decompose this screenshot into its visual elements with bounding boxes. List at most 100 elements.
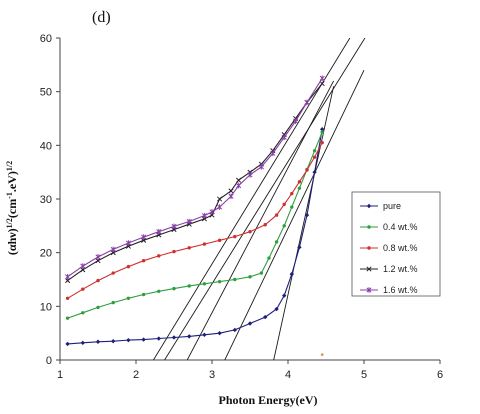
series-1-point	[282, 293, 287, 298]
series-1-point	[320, 127, 325, 132]
y-axis-title-part: (αhν)	[5, 228, 19, 255]
series-4-point	[228, 188, 234, 194]
legend-box	[351, 191, 441, 297]
series-4-point	[319, 81, 325, 87]
series-5-point	[217, 204, 223, 210]
series-3-point	[96, 278, 100, 283]
series-2-point	[96, 305, 100, 310]
series-3-point	[172, 249, 176, 254]
series-5-point	[281, 134, 287, 141]
legend-marker	[366, 266, 372, 272]
series-1-point	[187, 334, 192, 339]
series-2-point	[290, 205, 294, 209]
legend-marker	[367, 246, 371, 250]
series-2-point	[259, 271, 264, 275]
series-5-point	[186, 218, 192, 225]
series-line-3	[67, 142, 323, 299]
series-1-point	[65, 341, 70, 347]
series-5-point	[258, 164, 264, 170]
series-3-point	[65, 296, 70, 300]
series-5-point	[141, 234, 147, 240]
stray-point	[320, 353, 324, 357]
series-1-point	[126, 337, 131, 343]
series-2-point	[233, 277, 237, 282]
series-3-point	[217, 238, 222, 243]
y-tick-label: 40	[40, 140, 52, 152]
series-1-point	[202, 332, 207, 337]
y-tick-label: 30	[40, 194, 52, 206]
series-3-point	[305, 168, 309, 172]
series-line-5	[67, 78, 323, 278]
series-2-point	[217, 279, 222, 284]
series-2-point	[187, 284, 191, 288]
series-1-point	[217, 330, 222, 336]
series-3-point	[290, 191, 294, 196]
series-5-point	[293, 118, 299, 124]
series-2-point	[297, 186, 302, 190]
series-3-point	[187, 246, 191, 250]
legend-label: 0.4 wt.%	[383, 222, 418, 232]
y-tick-label: 20	[40, 248, 52, 260]
series-4-point	[95, 258, 101, 264]
series-3-point	[312, 155, 317, 159]
series-1-point	[247, 321, 253, 326]
series-5-point	[247, 172, 253, 178]
y-axis-title-sup: 1/2	[5, 218, 14, 228]
series-1-point	[297, 245, 302, 250]
series-1-point	[263, 314, 268, 320]
tangent-line-4	[224, 70, 365, 360]
series-3-point	[297, 180, 302, 184]
y-tick-label: 0	[46, 355, 52, 367]
x-tick-label: 2	[133, 369, 139, 381]
legend-label: 0.8 wt.%	[383, 243, 418, 253]
series-2-point	[312, 149, 317, 153]
legend-item: 1.2 wt.%	[360, 264, 418, 274]
series-4	[65, 81, 325, 284]
legend-marker	[366, 287, 372, 293]
series-2-point	[320, 130, 324, 134]
series-1-point	[232, 327, 237, 333]
series-2-point	[274, 240, 279, 244]
series-1-point	[95, 339, 101, 344]
series-4-point	[217, 196, 223, 202]
series-5	[65, 75, 325, 280]
y-axis-title: (αhν)1/2(cm-1.eV)1/2	[5, 161, 20, 255]
series-1-point	[111, 339, 116, 344]
series-4-point	[65, 278, 71, 284]
series-1-point	[274, 306, 279, 312]
legend-item: 1.6 wt.%	[360, 285, 418, 295]
series-5-point	[201, 212, 207, 219]
series-4-point	[80, 267, 86, 273]
series-5-point	[65, 274, 71, 280]
tangent-line-3	[186, 80, 334, 360]
series-2-point	[282, 224, 286, 228]
x-axis-title: Photon Energy(eV)	[219, 393, 318, 407]
series-5-point	[95, 254, 101, 260]
series-5-point	[236, 182, 242, 189]
legend-label: 1.2 wt.%	[383, 264, 418, 274]
series-5-point	[110, 246, 116, 253]
series-1-point	[141, 337, 146, 342]
series-2-point	[202, 282, 207, 286]
series-1-point	[289, 271, 294, 277]
panel-label: (d)	[92, 9, 111, 26]
series-3-point	[263, 223, 267, 227]
series-3	[65, 140, 324, 300]
series-5-point	[80, 263, 86, 269]
series-2-point	[81, 311, 85, 315]
series-3-point	[111, 271, 115, 275]
x-tick-label: 3	[209, 369, 215, 381]
legend-label: 1.6 wt.%	[383, 285, 418, 295]
x-tick-label: 6	[437, 369, 443, 381]
tangent-line-2	[164, 38, 366, 360]
legend-marker	[367, 225, 371, 229]
tangent-line-5	[273, 86, 335, 360]
series-2-point	[111, 300, 115, 305]
y-axis-title-sup: -1	[5, 192, 14, 199]
series-1	[65, 127, 325, 347]
series-5-point	[209, 209, 215, 215]
series-2-point	[172, 286, 176, 291]
y-axis-title-sup: 1/2	[5, 161, 14, 171]
legend-item: 0.4 wt.%	[360, 222, 418, 232]
